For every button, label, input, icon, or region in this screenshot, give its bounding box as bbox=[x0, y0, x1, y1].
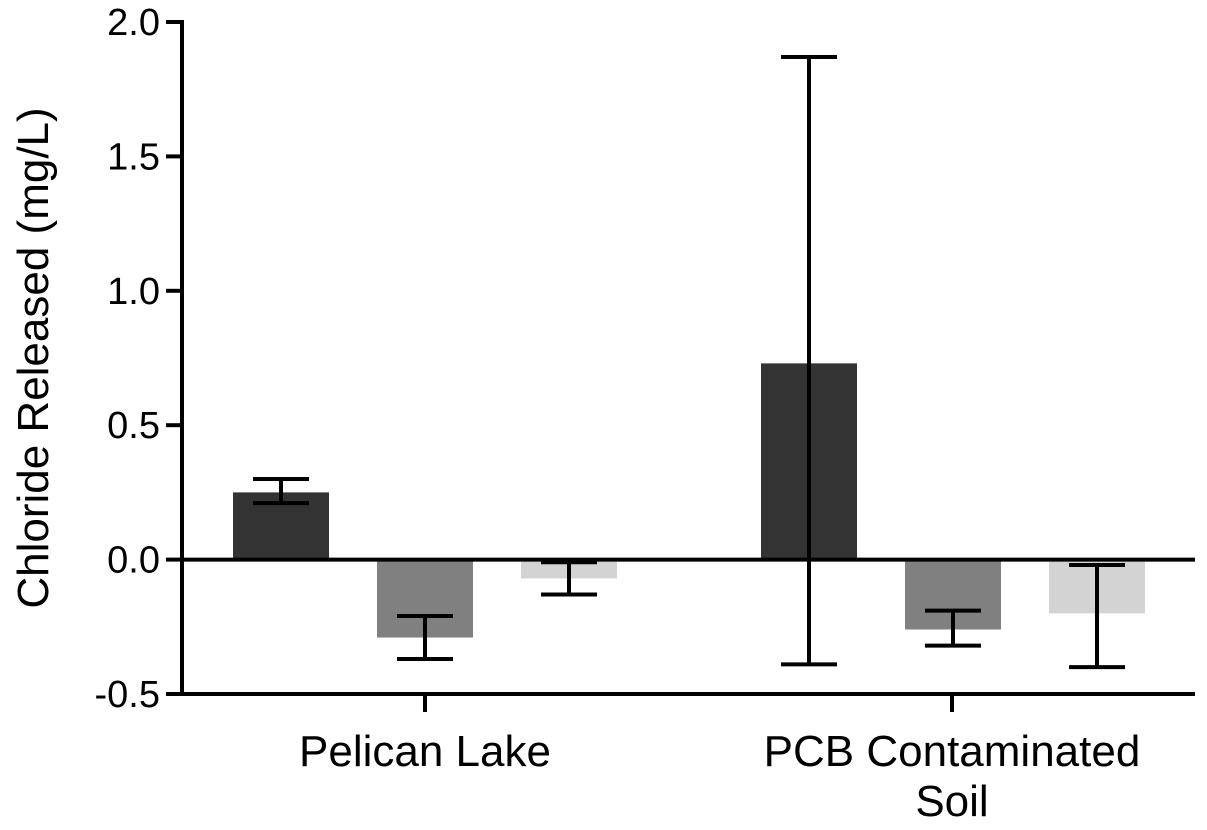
y-tick-label: 1.5 bbox=[107, 136, 160, 178]
y-axis-label: Chloride Released (mg/L) bbox=[9, 107, 58, 608]
y-tick-label: -0.5 bbox=[95, 674, 160, 716]
x-category-label: Soil bbox=[915, 777, 988, 826]
x-category-label: PCB Contaminated bbox=[764, 727, 1141, 776]
y-tick-label: 2.0 bbox=[107, 2, 160, 44]
y-tick-label: 0.5 bbox=[107, 405, 160, 447]
y-tick-label: 1.0 bbox=[107, 271, 160, 313]
x-category-label: Pelican Lake bbox=[299, 727, 551, 776]
y-tick-label: 0.0 bbox=[107, 540, 160, 582]
